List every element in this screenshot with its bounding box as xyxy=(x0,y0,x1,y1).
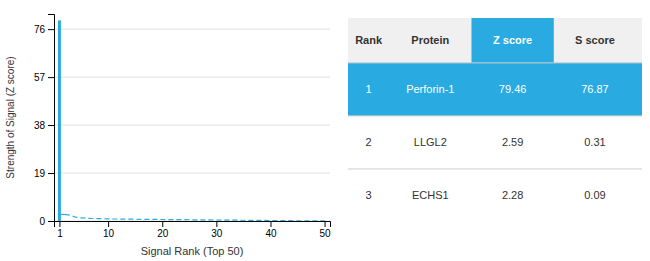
table-cell: 2.28 xyxy=(502,189,523,201)
table-cell: ECHS1 xyxy=(412,189,449,201)
tick-label: 76 xyxy=(34,24,46,35)
table-cell: 2.59 xyxy=(502,136,523,148)
table-row xyxy=(348,63,642,116)
table-header-highlight xyxy=(471,18,553,63)
table-separator xyxy=(348,62,642,63)
table-cell: 76.87 xyxy=(581,83,609,95)
grid-line xyxy=(54,77,330,78)
table-header: Z score xyxy=(493,34,532,46)
grid-line xyxy=(54,29,330,30)
tick-label: 57 xyxy=(34,72,46,83)
tick: 20 xyxy=(157,221,169,239)
tick-label: 50 xyxy=(320,228,332,239)
tick-mark xyxy=(48,77,54,78)
table: Rank Protein Z score S score 1 Perforin-1 79.4… xyxy=(348,18,642,222)
chart: 1 10 20 30 40 50 0 19 38 57 76 Signal Rank (Top 50)… xyxy=(0,0,650,261)
grid-line xyxy=(54,125,330,126)
x-axis: 1 10 20 30 40 50 xyxy=(55,221,332,239)
tick-mark xyxy=(48,173,54,174)
table-row xyxy=(348,18,642,63)
table-separator xyxy=(348,115,642,116)
tick-mark xyxy=(48,125,54,126)
table-cell: 3 xyxy=(366,189,372,201)
connector-line xyxy=(61,214,65,215)
x-axis-title: Signal Rank (Top 50) xyxy=(141,245,244,257)
tick-label: 19 xyxy=(34,168,46,179)
tick-mark xyxy=(325,221,326,227)
tick-label: 30 xyxy=(211,228,223,239)
tick-label: 20 xyxy=(157,228,169,239)
tick-label: 1 xyxy=(57,228,63,239)
tick: 76 xyxy=(34,24,54,35)
y-axis: 0 19 38 57 76 xyxy=(34,15,55,227)
tick-label: 10 xyxy=(103,228,115,239)
axis-line xyxy=(55,222,331,228)
axis-line xyxy=(48,15,55,222)
table-cell: 79.46 xyxy=(499,83,527,95)
tick: 40 xyxy=(265,221,277,239)
marks xyxy=(58,20,325,221)
tick: 0 xyxy=(39,216,54,227)
tick-mark xyxy=(270,221,271,227)
tick: 10 xyxy=(103,221,115,239)
grid xyxy=(54,29,330,221)
table-cell: LLGL2 xyxy=(414,136,447,148)
tick-mark xyxy=(48,221,54,222)
tick-mark xyxy=(108,221,109,227)
tick: 38 xyxy=(34,120,54,131)
table-header: S score xyxy=(575,34,615,46)
tick: 1 xyxy=(57,221,63,239)
table-cell: Perforin-1 xyxy=(406,83,454,95)
tick-label: 0 xyxy=(39,216,45,227)
table-row xyxy=(348,116,642,169)
table-separator xyxy=(348,168,642,169)
line xyxy=(65,214,325,220)
tick: 57 xyxy=(34,72,54,83)
tick: 50 xyxy=(320,221,332,239)
table-cell: 2 xyxy=(366,136,372,148)
table-cell: 1 xyxy=(366,83,372,95)
tick-mark xyxy=(48,29,54,30)
tick: 30 xyxy=(211,221,223,239)
tick-label: 40 xyxy=(265,228,277,239)
tick-mark xyxy=(162,221,163,227)
bar xyxy=(58,20,61,221)
y-axis-title: Strength of Signal (Z score) xyxy=(5,56,16,178)
table-row xyxy=(348,169,642,222)
grid-line xyxy=(54,173,330,174)
tick-label: 38 xyxy=(34,120,46,131)
tick-mark xyxy=(216,221,217,227)
table-cell: 0.31 xyxy=(584,136,605,148)
table-header: Protein xyxy=(411,34,449,46)
tick: 19 xyxy=(34,168,54,179)
table-header: Rank xyxy=(355,34,383,46)
table-cell: 0.09 xyxy=(584,189,605,201)
tick-mark xyxy=(59,221,60,227)
